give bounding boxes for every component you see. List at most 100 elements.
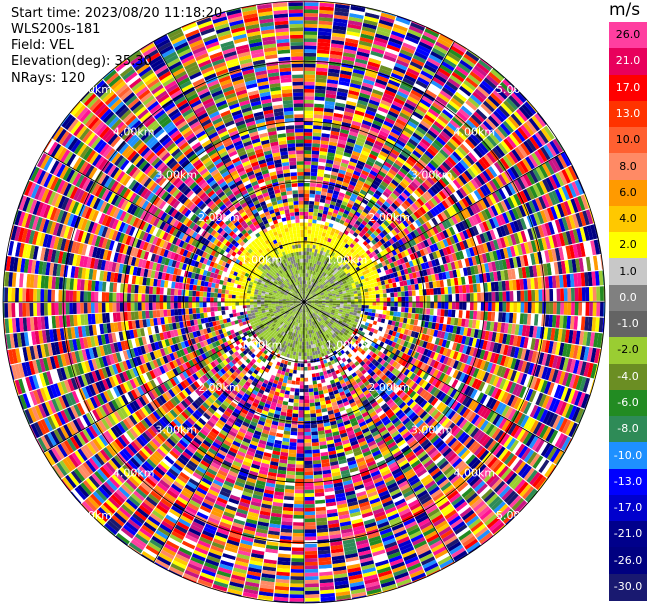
range-gate <box>535 302 539 313</box>
range-gate <box>305 573 318 577</box>
range-gate <box>313 464 321 468</box>
range-gate <box>304 136 312 140</box>
range-gate <box>364 312 368 316</box>
range-gate <box>340 298 344 300</box>
range-gate <box>305 587 319 591</box>
range-gate <box>317 361 321 365</box>
range-gate <box>307 359 310 363</box>
range-gate <box>313 456 321 460</box>
range-gate <box>304 13 318 17</box>
range-gate <box>451 286 455 294</box>
range-gate <box>304 183 310 187</box>
range-gate <box>304 143 312 147</box>
range-gate <box>351 297 355 300</box>
range-gate <box>404 286 408 291</box>
range-gate <box>310 179 316 183</box>
range-gate <box>369 295 373 299</box>
range-gate <box>304 244 307 248</box>
range-gate <box>314 107 324 111</box>
range-gate <box>314 234 318 238</box>
range-gate <box>398 302 402 307</box>
range-gate <box>437 302 441 309</box>
range-gate <box>416 296 420 302</box>
range-gate <box>575 302 579 315</box>
range-gate <box>477 302 481 311</box>
range-gate <box>408 291 412 296</box>
range-gate <box>304 35 317 39</box>
range-gate <box>361 296 365 299</box>
range-gate <box>430 295 434 301</box>
range-gate <box>316 224 320 228</box>
range-gate <box>459 302 463 310</box>
range-gate <box>310 183 316 187</box>
range-gate <box>578 287 582 301</box>
range-gate <box>304 428 310 432</box>
range-gate <box>304 38 317 42</box>
range-gate <box>315 227 319 231</box>
range-gate <box>452 294 456 301</box>
range-gate <box>404 313 408 318</box>
range-gate <box>477 293 481 302</box>
range-gate <box>306 270 308 274</box>
range-gate <box>441 309 445 316</box>
range-gate <box>304 93 314 97</box>
range-gate <box>488 292 492 301</box>
range-gate <box>310 356 313 360</box>
range-gate <box>390 307 394 312</box>
range-gate <box>373 302 377 306</box>
range-gate <box>312 453 320 457</box>
range-gate <box>502 291 506 301</box>
range-gate <box>557 302 561 314</box>
range-gate <box>367 316 371 320</box>
range-gate <box>313 384 318 388</box>
range-gate <box>304 356 307 360</box>
range-gate <box>517 302 521 313</box>
range-gate <box>306 331 308 335</box>
range-gate <box>313 125 322 129</box>
range-gate <box>311 230 315 234</box>
range-gate <box>368 291 372 295</box>
range-gate <box>305 526 316 530</box>
range-gate <box>304 42 317 46</box>
range-gate <box>362 299 366 302</box>
range-gate <box>307 237 310 241</box>
range-gate <box>304 85 315 89</box>
range-gate <box>309 395 314 399</box>
range-gate <box>539 302 543 314</box>
range-gate <box>412 302 416 307</box>
range-gate <box>400 286 404 291</box>
range-gate <box>318 235 322 239</box>
range-gate <box>492 302 496 311</box>
range-gate <box>311 431 318 435</box>
range-gate <box>458 285 462 293</box>
range-gate <box>419 290 423 296</box>
range-gate <box>473 311 477 320</box>
range-gate <box>585 287 589 301</box>
range-gate <box>313 355 316 359</box>
range-gate <box>546 289 550 301</box>
range-gate <box>317 216 322 220</box>
range-gate <box>506 302 510 312</box>
range-gate <box>311 435 318 439</box>
range-gate <box>306 266 308 270</box>
range-gate <box>589 302 593 316</box>
range-gate <box>365 299 369 302</box>
range-gate <box>311 428 318 432</box>
range-gate <box>364 288 368 292</box>
range-gate <box>423 302 427 308</box>
range-gate <box>312 248 315 252</box>
range-gate <box>408 307 412 312</box>
range-gate <box>311 172 318 176</box>
range-gate <box>567 302 571 315</box>
range-gate <box>316 373 320 377</box>
range-gate <box>560 288 564 301</box>
range-gate <box>502 302 506 312</box>
range-gate <box>305 562 318 566</box>
range-gate <box>560 302 564 315</box>
range-gate <box>387 302 391 306</box>
range-gate <box>310 410 316 414</box>
range-gate <box>481 302 485 311</box>
range-gate <box>304 378 308 382</box>
range-gate <box>589 287 593 301</box>
